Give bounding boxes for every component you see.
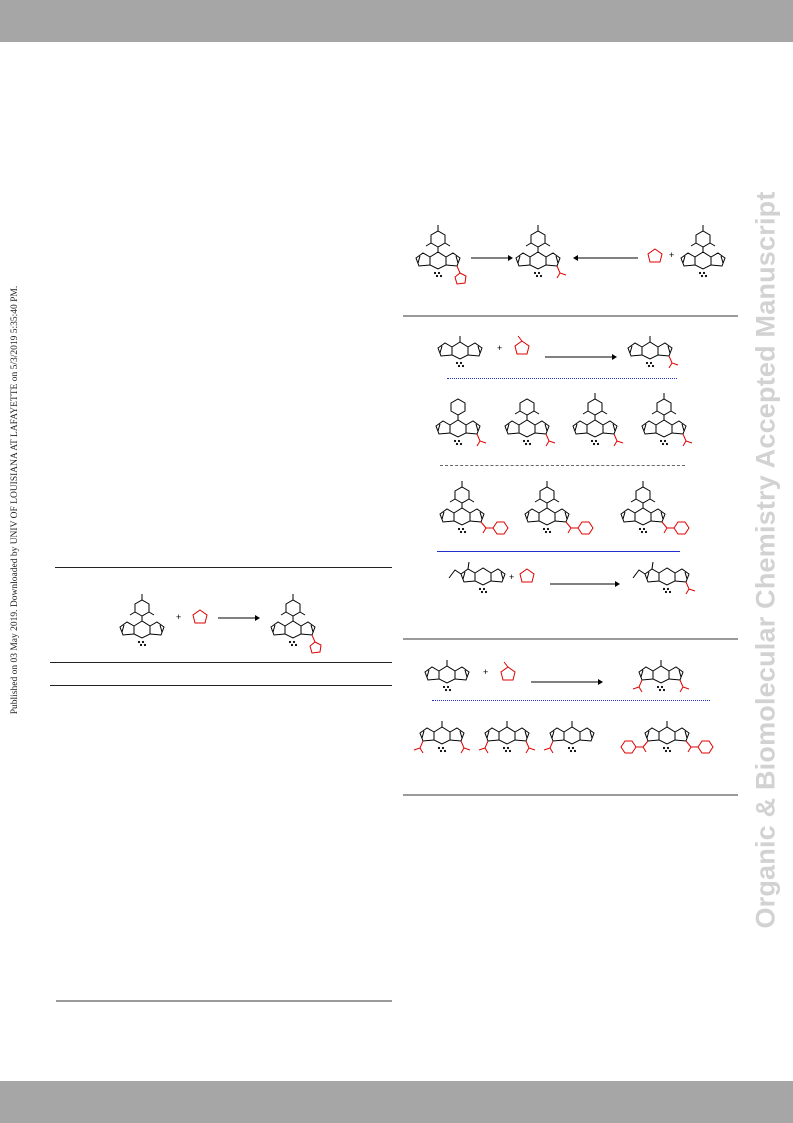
table-bottom-rule xyxy=(50,685,392,686)
scheme-block-2-benzoyl-drawing xyxy=(439,480,690,535)
table-scheme-drawing xyxy=(119,593,322,654)
scheme-block-3: + xyxy=(405,650,735,698)
scheme-block-2-ethyl: + xyxy=(405,556,735,602)
table-scheme: + xyxy=(100,572,380,660)
scheme-dashed-divider xyxy=(440,465,685,466)
plus-sign: + xyxy=(483,667,489,677)
download-notice: Published on 03 May 2019. Downloaded by … xyxy=(9,250,21,750)
download-notice-text: Published on 03 May 2019. Downloaded by … xyxy=(10,285,20,715)
footer-band xyxy=(0,1081,793,1123)
scheme-blue-line xyxy=(437,551,680,552)
scheme-block-3-reaction xyxy=(424,659,690,693)
scheme-dotted-blue-2 xyxy=(432,700,710,701)
scheme-block-2-benzoyl xyxy=(420,468,720,548)
scheme-block-3-products-drawing xyxy=(413,720,714,754)
scheme-divider-1 xyxy=(403,315,738,317)
plus-sign: + xyxy=(497,343,503,353)
scheme-block-2-reaction xyxy=(437,335,679,369)
scheme-block-3-products xyxy=(405,705,735,770)
scheme-block-2-products xyxy=(420,383,720,453)
table-mid-rule xyxy=(50,662,392,663)
scheme-block-2: + xyxy=(405,325,735,375)
scheme-block-1-drawing xyxy=(415,224,726,285)
scheme-dotted-blue-1 xyxy=(447,378,677,379)
scheme-divider-2 xyxy=(403,638,738,640)
plus-sign: + xyxy=(509,572,515,582)
scheme-block-2-ethyl-drawing xyxy=(448,561,696,595)
page-bottom-rule xyxy=(56,1000,392,1002)
plus-sign: + xyxy=(669,250,675,260)
journal-watermark: Organic & Biomolecular Chemistry Accepte… xyxy=(748,145,784,975)
header-band xyxy=(0,0,793,42)
journal-watermark-text: Organic & Biomolecular Chemistry Accepte… xyxy=(750,191,781,929)
plus-sign: + xyxy=(176,612,182,622)
scheme-block-2-products-drawing xyxy=(435,392,693,447)
table-top-rule xyxy=(55,567,392,568)
scheme-block-1: + xyxy=(405,200,735,300)
scheme-divider-3 xyxy=(403,794,738,796)
